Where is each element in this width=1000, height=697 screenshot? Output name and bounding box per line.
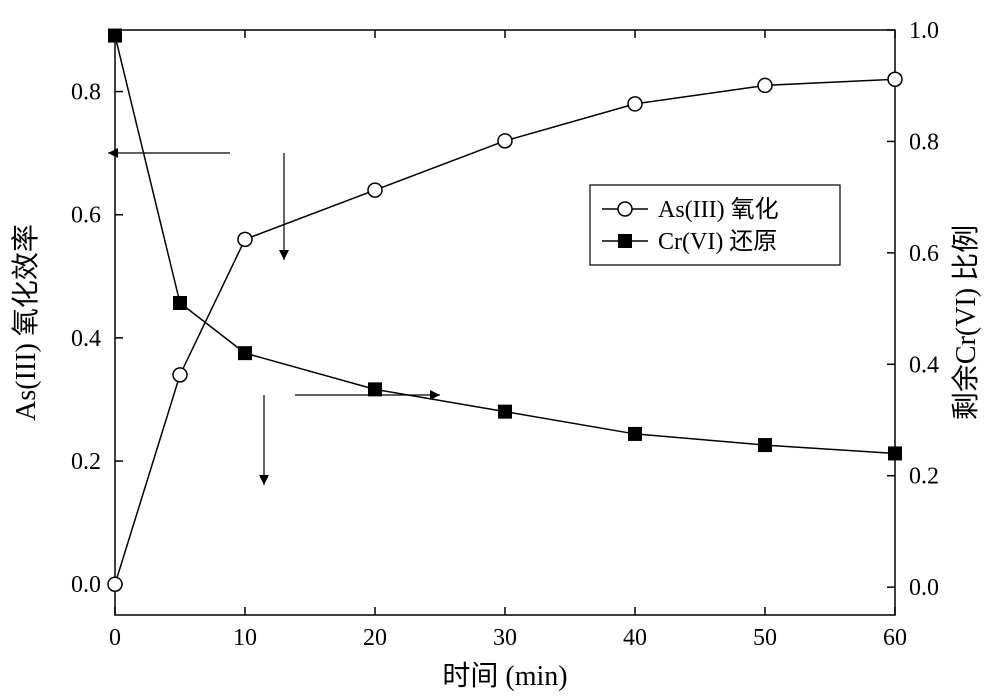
marker-open-circle xyxy=(173,368,187,382)
marker-filled-square xyxy=(238,346,252,360)
arrow-head-icon xyxy=(430,390,440,400)
y-left-axis-label: As(III) 氧化效率 xyxy=(10,224,42,421)
x-tick-label: 40 xyxy=(623,625,647,651)
y-right-axis-label: 剩余Cr(VI) 比例 xyxy=(950,225,982,420)
plot-border xyxy=(115,30,895,615)
y-left-tick-label: 0.4 xyxy=(71,326,101,352)
marker-filled-square xyxy=(368,382,382,396)
marker-filled-square xyxy=(108,29,122,43)
x-tick-label: 10 xyxy=(233,625,257,651)
y-right-tick-label: 0.0 xyxy=(909,575,939,601)
marker-filled-square xyxy=(173,296,187,310)
y-left-tick-label: 0.0 xyxy=(71,572,101,598)
legend-marker-filled-square xyxy=(618,234,632,248)
x-tick-label: 50 xyxy=(753,625,777,651)
x-tick-label: 30 xyxy=(493,625,517,651)
chart-svg: 0 10 20 30 40 50 60 时间 (min) 0.0 0.2 0.4 0.6 0.8 As(I… xyxy=(0,0,1000,697)
marker-filled-square xyxy=(758,438,772,452)
x-tick-label: 60 xyxy=(883,625,907,651)
y-left-tick-label: 0.2 xyxy=(71,449,101,475)
y-left-tick-label: 0.8 xyxy=(71,80,101,106)
marker-open-circle xyxy=(368,183,382,197)
marker-open-circle xyxy=(888,72,902,86)
marker-open-circle xyxy=(628,97,642,111)
y-right-tick-label: 0.2 xyxy=(909,464,939,490)
y-right-tick-label: 0.6 xyxy=(909,241,939,267)
y-left-tick-label: 0.6 xyxy=(71,203,101,229)
marker-open-circle xyxy=(758,78,772,92)
chart-container: 0 10 20 30 40 50 60 时间 (min) 0.0 0.2 0.4 0.6 0.8 As(I… xyxy=(0,0,1000,697)
y-right-tick-label: 0.8 xyxy=(909,129,939,155)
x-tick-label: 0 xyxy=(109,625,121,651)
marker-filled-square xyxy=(498,405,512,419)
arrow-head-icon xyxy=(108,148,118,158)
marker-open-circle xyxy=(108,577,122,591)
y-right-tick-label: 0.4 xyxy=(909,352,939,378)
legend-marker-open-circle xyxy=(618,202,632,216)
legend-label: As(III) 氧化 xyxy=(658,196,779,223)
legend-label: Cr(VI) 还原 xyxy=(658,228,777,255)
marker-filled-square xyxy=(628,427,642,441)
arrow-head-icon xyxy=(279,250,289,260)
marker-open-circle xyxy=(498,134,512,148)
marker-filled-square xyxy=(888,446,902,460)
y-right-tick-label: 1.0 xyxy=(909,18,939,44)
marker-open-circle xyxy=(238,232,252,246)
x-tick-label: 20 xyxy=(363,625,387,651)
arrow-head-icon xyxy=(259,475,269,485)
x-axis-label: 时间 (min) xyxy=(442,660,567,692)
series-line xyxy=(115,79,895,584)
